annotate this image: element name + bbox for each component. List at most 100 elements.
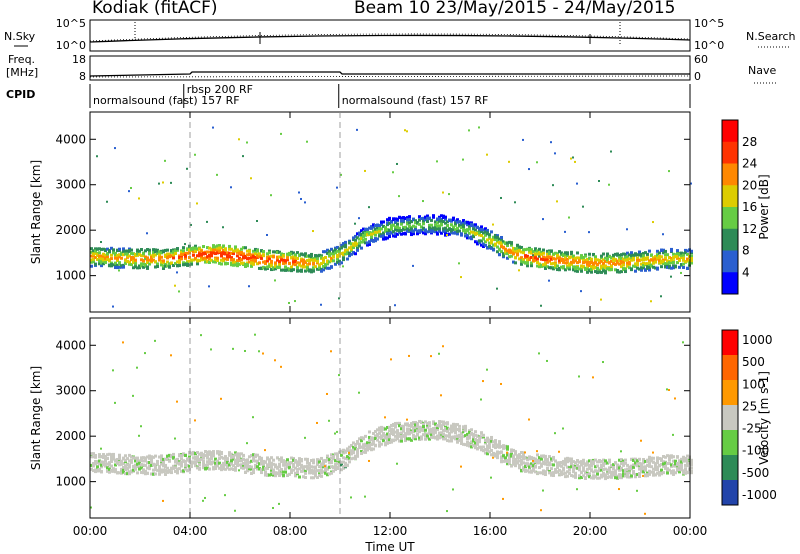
scatter-cell xyxy=(208,285,210,288)
range-cell xyxy=(402,216,405,220)
range-cell xyxy=(542,263,545,267)
range-cell xyxy=(114,252,117,256)
range-cell xyxy=(626,251,629,255)
range-cell xyxy=(360,450,363,454)
range-cell xyxy=(574,259,577,263)
range-cell xyxy=(244,246,247,250)
range-cell xyxy=(578,468,581,472)
range-cell xyxy=(380,220,383,224)
range-cell xyxy=(454,424,457,428)
range-cell xyxy=(354,457,357,461)
range-cell xyxy=(166,466,169,470)
range-cell xyxy=(584,267,587,271)
range-cell xyxy=(396,431,399,435)
scatter-cell xyxy=(674,397,676,400)
range-cell xyxy=(176,248,179,252)
range-cell xyxy=(244,461,247,465)
range-cell xyxy=(312,257,315,261)
range-cell xyxy=(496,234,499,238)
colorbar-tick-label: -100 xyxy=(742,444,769,458)
range-cell xyxy=(512,456,515,460)
range-cell xyxy=(590,464,593,468)
range-cell xyxy=(226,257,229,261)
range-cell xyxy=(418,215,421,219)
range-cell xyxy=(640,463,643,467)
range-cell xyxy=(394,425,397,429)
range-cell xyxy=(120,256,123,260)
range-cell xyxy=(464,234,467,238)
range-cell xyxy=(92,257,95,261)
range-cell xyxy=(656,468,659,472)
ytick-label: 3000 xyxy=(55,384,86,398)
range-cell xyxy=(620,265,623,269)
range-cell xyxy=(394,438,397,442)
range-cell xyxy=(268,265,271,269)
range-cell xyxy=(396,225,399,229)
range-cell xyxy=(646,473,649,477)
range-cell xyxy=(180,257,183,261)
range-cell xyxy=(472,438,475,442)
range-cell xyxy=(464,230,467,234)
range-cell xyxy=(358,237,361,241)
range-cell xyxy=(466,222,469,226)
range-cell xyxy=(384,436,387,440)
range-cell xyxy=(326,260,329,264)
range-cell xyxy=(326,266,329,270)
scatter-cell xyxy=(144,257,146,260)
range-cell xyxy=(526,261,529,265)
scatter-cell xyxy=(196,202,198,205)
range-cell xyxy=(90,264,93,268)
range-cell xyxy=(188,451,191,455)
scatter-cell xyxy=(364,495,366,498)
range-cell xyxy=(672,459,675,463)
range-cell xyxy=(316,460,319,464)
range-cell xyxy=(258,261,261,265)
range-cell xyxy=(506,249,509,253)
range-cell xyxy=(352,445,355,449)
range-cell xyxy=(364,231,367,235)
scatter-cell xyxy=(496,287,498,290)
range-cell xyxy=(124,472,127,476)
scatter-cell xyxy=(320,303,322,306)
range-cell xyxy=(458,424,461,428)
range-cell xyxy=(284,470,287,474)
cpid-segment-label: normalsound (fast) 157 RF xyxy=(93,94,240,107)
range-cell xyxy=(650,465,653,469)
range-cell xyxy=(626,264,629,268)
range-cell xyxy=(236,259,239,263)
range-cell xyxy=(652,261,655,265)
range-cell xyxy=(500,450,503,454)
range-cell xyxy=(172,248,175,252)
range-cell xyxy=(472,435,475,439)
range-cell xyxy=(540,250,543,254)
range-cell xyxy=(468,444,471,448)
range-cell xyxy=(222,245,225,249)
range-cell xyxy=(538,471,541,475)
range-cell xyxy=(600,264,603,268)
range-cell xyxy=(254,455,257,459)
range-cell xyxy=(438,436,441,440)
range-cell xyxy=(460,432,463,436)
range-cell xyxy=(474,445,477,449)
range-cell xyxy=(590,268,593,272)
range-cell xyxy=(420,426,423,430)
range-cell xyxy=(642,254,645,258)
range-cell xyxy=(658,457,661,461)
range-cell xyxy=(210,451,213,455)
range-cell xyxy=(680,457,683,461)
range-cell xyxy=(312,465,315,469)
range-cell xyxy=(300,259,303,263)
range-cell xyxy=(94,460,97,464)
range-cell xyxy=(556,252,559,256)
range-cell xyxy=(190,258,193,262)
range-cell xyxy=(592,460,595,464)
range-cell xyxy=(456,437,459,441)
range-cell xyxy=(544,454,547,458)
range-cell xyxy=(146,259,149,263)
range-cell xyxy=(146,471,149,475)
range-cell xyxy=(98,254,101,258)
range-cell xyxy=(94,454,97,458)
range-cell xyxy=(400,439,403,443)
range-cell xyxy=(248,455,251,459)
range-cell xyxy=(560,258,563,262)
